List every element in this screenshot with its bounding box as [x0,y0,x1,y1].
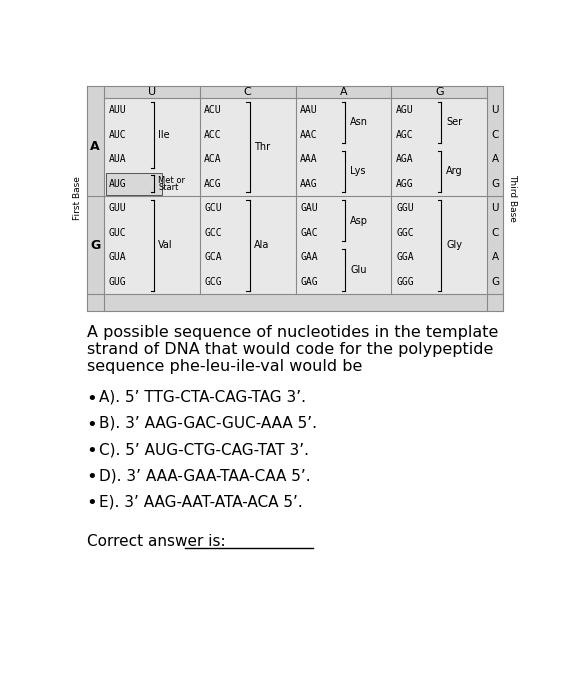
Text: C: C [244,87,251,97]
Text: GUC: GUC [108,228,126,238]
Text: GGA: GGA [396,253,414,262]
Text: A: A [492,253,499,262]
Text: AGU: AGU [396,105,414,115]
Text: GCU: GCU [204,203,222,214]
Text: GAG: GAG [300,277,318,287]
Text: GCC: GCC [204,228,222,238]
Text: GCA: GCA [204,253,222,262]
Text: A). 5’ TTG-CTA-CAG-TAG 3’.: A). 5’ TTG-CTA-CAG-TAG 3’. [99,390,306,405]
Text: •: • [87,442,97,460]
Text: U: U [491,105,499,115]
Text: Start: Start [158,183,179,192]
Text: AAA: AAA [300,154,318,164]
Text: GCG: GCG [204,277,222,287]
Text: C: C [491,228,499,238]
Text: A: A [340,87,347,97]
Text: U: U [491,203,499,214]
Text: G: G [435,87,443,97]
Text: GAC: GAC [300,228,318,238]
Text: Asn: Asn [350,118,368,127]
Bar [104,98,487,294]
Text: AUU: AUU [108,105,126,115]
Bar [106,173,162,195]
Text: ACA: ACA [204,154,222,164]
Text: C). 5’ AUG-CTG-CAG-TAT 3’.: C). 5’ AUG-CTG-CAG-TAT 3’. [99,442,309,457]
Text: Lys: Lys [350,167,365,176]
Text: Correct answer is:: Correct answer is: [87,535,225,550]
Text: Gly: Gly [446,240,462,250]
Text: ACC: ACC [204,130,222,140]
Text: Ile: Ile [158,130,170,140]
Text: AGC: AGC [396,130,414,140]
Text: ACG: ACG [204,178,222,189]
Text: GGG: GGG [396,277,414,287]
Text: E). 3’ AAG-AAT-ATA-ACA 5’.: E). 3’ AAG-AAT-ATA-ACA 5’. [99,494,303,510]
Text: •: • [87,468,97,486]
Text: U: U [148,87,156,97]
Text: Thr: Thr [254,142,271,152]
Text: G: G [491,277,499,287]
Text: AGG: AGG [396,178,414,189]
Text: G: G [491,178,499,189]
Text: Met or: Met or [158,176,186,186]
Bar [87,85,503,311]
Text: Third Base: Third Base [508,174,517,223]
Text: A: A [492,154,499,164]
Text: Ser: Ser [446,118,462,127]
Text: strand of DNA that would code for the polypeptide: strand of DNA that would code for the po… [87,342,493,357]
Text: •: • [87,390,97,407]
Text: ACU: ACU [204,105,222,115]
Text: A: A [90,141,100,153]
Text: sequence phe-leu-ile-val would be: sequence phe-leu-ile-val would be [87,359,362,374]
Text: GGC: GGC [396,228,414,238]
Text: AAG: AAG [300,178,318,189]
Text: AGA: AGA [396,154,414,164]
Text: Asp: Asp [350,216,368,225]
Text: AUC: AUC [108,130,126,140]
Text: AAC: AAC [300,130,318,140]
Text: Glu: Glu [350,265,367,274]
Text: A possible sequence of nucleotides in the template: A possible sequence of nucleotides in th… [87,325,498,340]
Text: AUA: AUA [108,154,126,164]
Text: GUU: GUU [108,203,126,214]
Text: GGU: GGU [396,203,414,214]
Text: Val: Val [158,240,173,250]
Text: AAU: AAU [300,105,318,115]
Text: GAA: GAA [300,253,318,262]
Text: •: • [87,416,97,434]
Text: Ala: Ala [254,240,269,250]
Text: GUG: GUG [108,277,126,287]
Text: G: G [90,239,100,251]
Text: AUG: AUG [108,178,126,189]
Text: Arg: Arg [446,167,463,176]
Text: •: • [87,494,97,512]
Text: GAU: GAU [300,203,318,214]
Text: First Base: First Base [73,176,82,220]
Text: C: C [491,130,499,140]
Text: B). 3’ AAG-GAC-GUC-AAA 5’.: B). 3’ AAG-GAC-GUC-AAA 5’. [99,416,317,431]
Text: D). 3’ AAA-GAA-TAA-CAA 5’.: D). 3’ AAA-GAA-TAA-CAA 5’. [99,468,311,483]
Text: GUA: GUA [108,253,126,262]
